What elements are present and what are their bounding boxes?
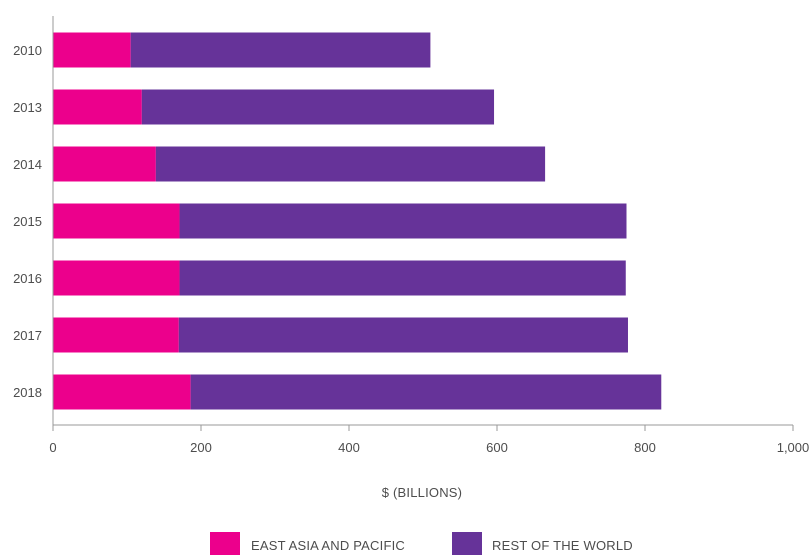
x-tick-label: 600 [486, 440, 508, 455]
legend-swatch-rest-of-world [452, 532, 482, 555]
bar-segment-rest-of-world-2015 [179, 203, 627, 239]
y-tick-label: 2015 [13, 214, 42, 229]
legend-label-rest-of-world: REST OF THE WORLD [492, 538, 633, 553]
bar-segment-east-asia-pacific-2015 [53, 203, 180, 239]
bar-segment-east-asia-pacific-2010 [53, 32, 131, 68]
y-tick-label: 2017 [13, 328, 42, 343]
y-tick-labels: 2010 2013 2014 2015 2016 2017 2018 [13, 43, 42, 400]
bar-segment-rest-of-world-2018 [190, 374, 662, 410]
legend-label-east-asia-pacific: EAST ASIA AND PACIFIC [251, 538, 405, 553]
x-tick-label: 1,000 [777, 440, 810, 455]
y-tick-label: 2010 [13, 43, 42, 58]
bars-layer [53, 32, 662, 410]
legend-swatch-east-asia-pacific [210, 532, 240, 555]
legend: EAST ASIA AND PACIFIC REST OF THE WORLD [210, 532, 633, 555]
y-tick-label: 2018 [13, 385, 42, 400]
x-tick-label: 0 [49, 440, 56, 455]
bar-segment-rest-of-world-2010 [130, 32, 431, 68]
x-tick-label: 800 [634, 440, 656, 455]
bar-segment-rest-of-world-2016 [179, 260, 626, 296]
y-tick-label: 2014 [13, 157, 42, 172]
bar-segment-rest-of-world-2017 [178, 317, 628, 353]
bar-segment-east-asia-pacific-2016 [53, 260, 180, 296]
y-tick-label: 2016 [13, 271, 42, 286]
bar-segment-east-asia-pacific-2017 [53, 317, 179, 353]
bar-segment-east-asia-pacific-2014 [53, 146, 156, 182]
x-tick-label: 200 [190, 440, 212, 455]
bar-segment-rest-of-world-2014 [155, 146, 546, 182]
x-tick-label: 400 [338, 440, 360, 455]
bar-segment-east-asia-pacific-2018 [53, 374, 191, 410]
x-axis: 0 200 400 600 800 1,000 [49, 424, 810, 455]
bar-segment-rest-of-world-2013 [141, 89, 495, 125]
x-axis-title: $ (BILLIONS) [382, 485, 462, 500]
bar-segment-east-asia-pacific-2013 [53, 89, 142, 125]
y-tick-label: 2013 [13, 100, 42, 115]
